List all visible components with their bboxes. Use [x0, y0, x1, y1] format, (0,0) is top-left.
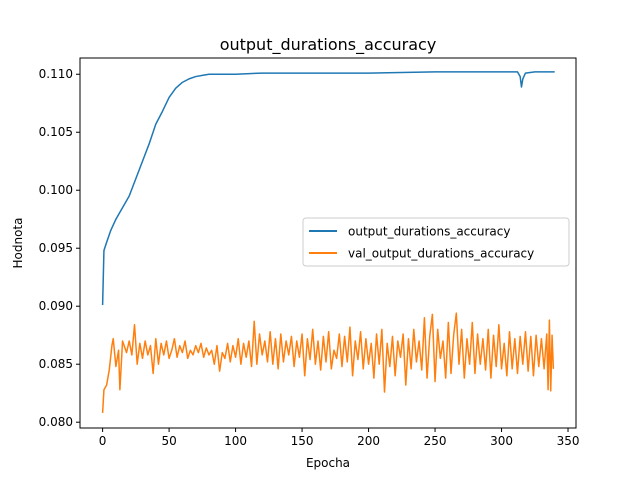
chart-title: output_durations_accuracy [220, 35, 437, 55]
legend-label-series2: val_output_durations_accuracy [348, 247, 534, 261]
x-tick-label: 0 [99, 434, 107, 448]
y-tick-label: 0.080 [39, 415, 73, 429]
y-tick-label: 0.095 [39, 241, 73, 255]
series-layer [101, 71, 555, 413]
legend-label-series1: output_durations_accuracy [348, 225, 510, 239]
x-tick-label: 200 [357, 434, 380, 448]
y-axis-ticks: 0.080 0.085 0.090 0.095 0.100 0.105 0.110 [39, 67, 80, 429]
y-tick-label: 0.110 [39, 67, 73, 81]
y-tick-label: 0.105 [39, 125, 73, 139]
x-tick-label: 300 [490, 434, 513, 448]
x-tick-label: 350 [557, 434, 580, 448]
plot-frame [79, 57, 577, 429]
x-tick-label: 50 [161, 434, 176, 448]
legend: output_durations_accuracy val_output_dur… [302, 217, 570, 267]
legend-box [302, 217, 570, 267]
series-line-2 [101, 312, 555, 413]
y-tick-label: 0.100 [39, 183, 73, 197]
y-tick-label: 0.090 [39, 299, 73, 313]
x-tick-label: 150 [291, 434, 314, 448]
x-axis-ticks: 0 50 100 150 200 250 300 350 [99, 428, 580, 448]
x-tick-label: 100 [224, 434, 247, 448]
x-tick-label: 250 [424, 434, 447, 448]
y-tick-label: 0.085 [39, 357, 73, 371]
x-axis-label: Epocha [306, 456, 350, 470]
series-line-1 [101, 71, 555, 306]
y-axis-label: Hodnota [11, 218, 25, 269]
